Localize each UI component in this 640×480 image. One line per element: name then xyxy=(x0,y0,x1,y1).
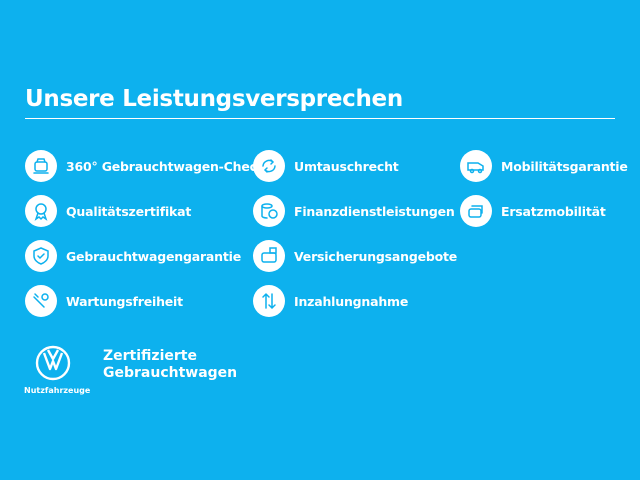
replacement-car-icon xyxy=(460,195,492,227)
car-check-icon xyxy=(25,150,57,182)
shield-check-icon xyxy=(25,240,57,272)
service-label: Mobilitätsgarantie xyxy=(501,158,628,174)
brand-name: Nutzfahrzeuge xyxy=(24,386,91,395)
divider xyxy=(25,118,615,119)
exchange-arrows-icon xyxy=(253,150,285,182)
certificate-badge-icon xyxy=(25,195,57,227)
van-icon xyxy=(460,150,492,182)
service-label: Inzahlungnahme xyxy=(294,293,409,309)
service-item: Versicherungsangebote xyxy=(253,240,457,272)
up-down-arrows-icon xyxy=(253,285,285,317)
service-label: Gebrauchtwagengarantie xyxy=(66,248,241,264)
service-label: Finanzdienstleistungen xyxy=(294,203,455,219)
page-title: Unsere Leistungsversprechen xyxy=(25,86,403,112)
service-item: Gebrauchtwagengarantie xyxy=(25,240,241,272)
certified-line2: Gebrauchtwagen xyxy=(103,365,238,381)
service-item: Umtauschrecht xyxy=(253,150,399,182)
service-label: Ersatzmobilität xyxy=(501,203,606,219)
service-item: 360° Gebrauchtwagen-Check xyxy=(25,150,265,182)
service-item: Qualitätszertifikat xyxy=(25,195,191,227)
service-item: Mobilitätsgarantie xyxy=(460,150,628,182)
service-item: Finanzdienstleistungen xyxy=(253,195,455,227)
service-label: 360° Gebrauchtwagen-Check xyxy=(66,158,265,174)
service-label: Qualitätszertifikat xyxy=(66,203,192,219)
service-item: Ersatzmobilität xyxy=(460,195,606,227)
vw-logo xyxy=(35,345,71,385)
wrench-check-icon xyxy=(25,285,57,317)
service-item: Wartungsfreiheit xyxy=(25,285,183,317)
service-item: Inzahlungnahme xyxy=(253,285,408,317)
certified-label: Zertifizierte Gebrauchtwagen xyxy=(103,348,237,382)
service-label: Wartungsfreiheit xyxy=(66,293,183,309)
service-label: Umtauschrecht xyxy=(294,158,399,174)
coins-euro-icon xyxy=(253,195,285,227)
certified-line1: Zertifizierte xyxy=(103,348,197,364)
service-label: Versicherungsangebote xyxy=(294,248,458,264)
insurance-car-icon xyxy=(253,240,285,272)
